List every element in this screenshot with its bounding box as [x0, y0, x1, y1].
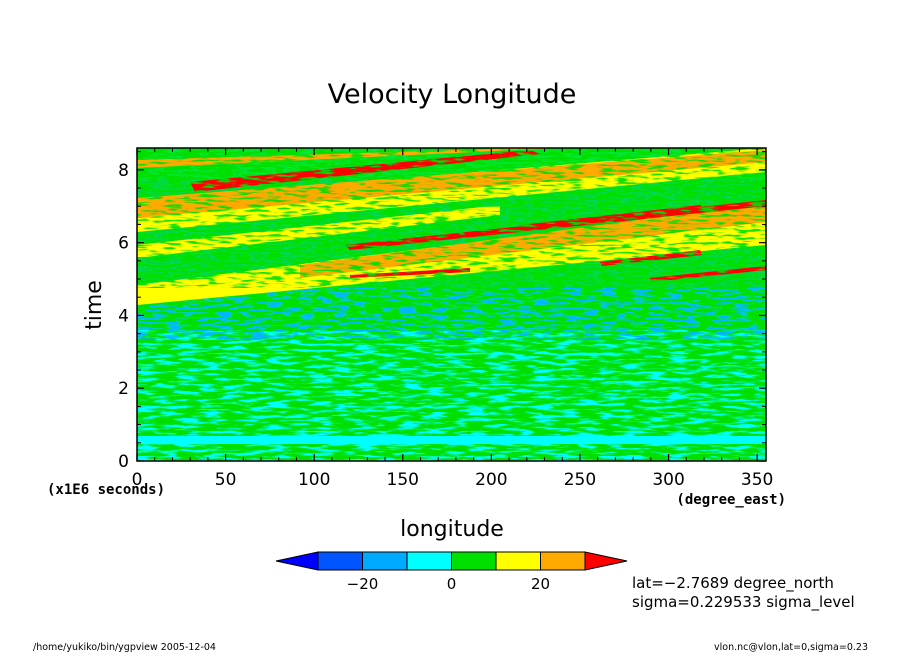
- footer-right: vlon.nc@vlon,lat=0,sigma=0.23: [714, 642, 868, 653]
- colorbar-segment-1: [362, 551, 408, 571]
- y-tick-label-4: 8: [118, 161, 129, 181]
- y-tick-label-3: 6: [118, 234, 129, 254]
- colorbar-tick-label-2: 20: [531, 575, 550, 593]
- x-tick-label-4: 200: [475, 470, 507, 490]
- contour-field: [137, 148, 766, 461]
- footer-left: /home/yukiko/bin/ygpview 2005-12-04: [33, 642, 216, 653]
- colorbar-extend-high: [584, 551, 628, 571]
- y-tick-label-1: 2: [118, 379, 129, 399]
- colorbar: −20 0 20: [275, 551, 628, 593]
- colorbar-tick-label-1: 0: [447, 575, 457, 593]
- colorbar-segment-2: [406, 551, 452, 571]
- y-axis-units: (x1E6 seconds): [47, 482, 165, 498]
- x-tick-label-2: 100: [298, 470, 330, 490]
- y-tick-label-0: 0: [118, 452, 129, 472]
- colorbar-segment-0: [317, 551, 363, 571]
- annotation-lat: lat=−2.7689 degree_north: [632, 574, 834, 593]
- x-tick-label-6: 300: [652, 470, 684, 490]
- x-tick-label-7: 350: [741, 470, 773, 490]
- x-tick-label-3: 150: [387, 470, 419, 490]
- annotation-sigma: sigma=0.229533 sigma_level: [632, 593, 855, 612]
- y-axis: 0 2 4 6 8: [118, 151, 766, 472]
- colorbar-segment-4: [495, 551, 541, 571]
- field-cyan-bottom-band: [137, 436, 766, 444]
- y-tick-label-2: 4: [118, 306, 129, 326]
- x-axis-label: longitude: [400, 517, 504, 542]
- x-axis-units: (degree_east): [676, 492, 786, 508]
- colorbar-segment-5: [540, 551, 586, 571]
- x-tick-label-1: 50: [215, 470, 237, 490]
- x-tick-label-5: 250: [564, 470, 596, 490]
- colorbar-segment-3: [451, 551, 497, 571]
- x-tick-label-0: 0: [132, 470, 143, 490]
- x-axis: 0 50 100 150 200 250 300 350: [132, 148, 773, 490]
- colorbar-tick-label-0: −20: [347, 575, 379, 593]
- chart-title: Velocity Longitude: [328, 79, 577, 110]
- colorbar-extend-low: [275, 551, 319, 571]
- y-axis-label: time: [82, 280, 107, 330]
- field-green-overlay: [137, 148, 766, 288]
- plot-frame: [136, 147, 767, 462]
